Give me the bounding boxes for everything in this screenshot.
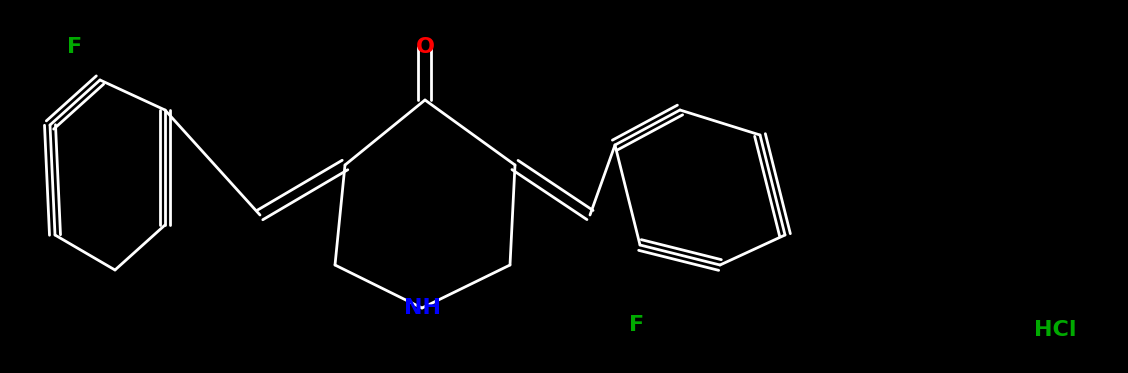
Text: HCl: HCl <box>1033 320 1076 340</box>
Text: O: O <box>415 37 434 57</box>
Text: F: F <box>68 37 82 57</box>
Text: F: F <box>629 315 644 335</box>
Text: NH: NH <box>404 298 441 318</box>
